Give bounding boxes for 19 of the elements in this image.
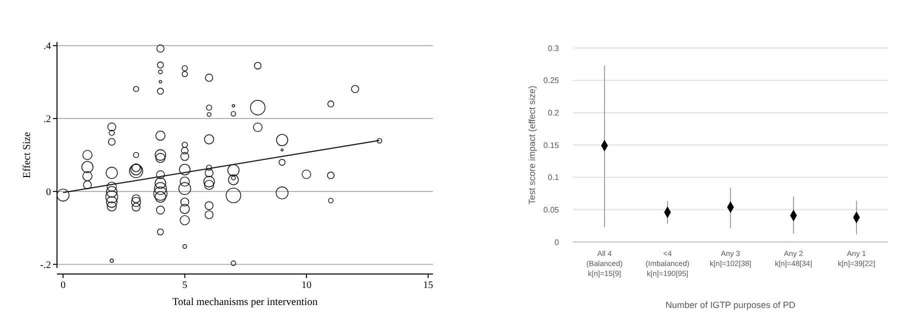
x-tick-label: 0	[60, 280, 66, 291]
y-tick-label: 0.05	[543, 205, 560, 214]
x-axis-title: Total mechanisms per intervention	[172, 297, 318, 308]
x-tick-label: 15	[423, 280, 434, 291]
y-tick-label: 0	[46, 186, 51, 198]
x-axis-title: Number of IGTP purposes of PD	[666, 300, 796, 310]
x-tick-label: 5	[182, 280, 188, 291]
y-tick-label: 0.2	[548, 108, 560, 118]
y-tick-label: .4	[44, 41, 51, 52]
x-tick-label: 10	[301, 280, 312, 291]
y-tick-label: 0.1	[548, 173, 560, 182]
y-axis-title: Effect Size	[22, 132, 33, 178]
y-tick-label: 0.3	[548, 44, 560, 53]
y-tick-label: 0.25	[543, 76, 560, 86]
y-tick-label: -.2	[40, 260, 51, 271]
y-tick-label: 0.15	[543, 140, 560, 150]
y-axis-title: Test score impact (effect size)	[527, 86, 537, 204]
y-tick-label: 0	[554, 238, 560, 247]
y-tick-label: .2	[44, 114, 51, 126]
